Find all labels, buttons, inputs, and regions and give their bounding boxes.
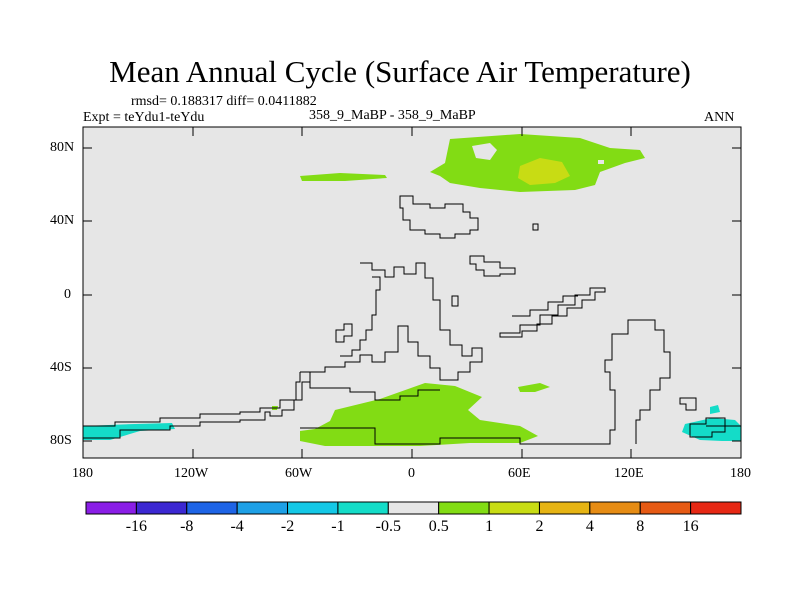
colorbar — [85, 501, 742, 515]
landmass-small-1 — [469, 255, 516, 277]
lat-label-80N: 80N — [50, 140, 75, 155]
lon-label-60W: 60W — [285, 466, 313, 481]
landmass-strip-south — [300, 371, 440, 401]
lat-label-80S: 80S — [50, 433, 72, 448]
landmass-antarctic-edge — [300, 319, 671, 445]
landmass-small-2 — [451, 295, 459, 307]
colorbar-label: -1 — [331, 518, 345, 535]
colorbar-label: -2 — [280, 518, 295, 535]
colorbar-box — [337, 501, 389, 515]
arctic-warmer-region — [518, 158, 570, 185]
lat-label-0: 0 — [64, 287, 71, 302]
lon-tick-marks — [192, 127, 632, 458]
lon-label-120E: 120E — [614, 466, 644, 481]
colorbar-label: 1 — [485, 518, 494, 535]
arctic-warm-patch-west — [300, 173, 387, 181]
colorbar-box — [287, 501, 339, 515]
landmass-east-arm — [499, 287, 606, 338]
season-label: ANN — [704, 110, 735, 125]
colorbar-box — [538, 501, 591, 515]
colorbar-label: -4 — [230, 518, 244, 535]
landmass-central-west — [83, 262, 483, 439]
arctic-holes — [472, 143, 604, 164]
colorbar-label: -16 — [125, 518, 148, 535]
landmass-small-3 — [532, 223, 539, 231]
colorbar-box — [85, 501, 137, 515]
colorbar-box — [589, 501, 641, 515]
lon-label-120W: 120W — [174, 466, 209, 481]
colorbar-label: 4 — [585, 518, 594, 535]
lat-tick-marks — [83, 147, 741, 442]
lon-label-60E: 60E — [508, 466, 531, 481]
colorbar-box — [438, 501, 490, 515]
colorbar-box — [488, 501, 540, 515]
lon-label-180-east: 180 — [730, 466, 751, 481]
colorbar-label: 2 — [535, 518, 544, 535]
landmass-east-arm-inner — [512, 295, 578, 317]
chart-title: Mean Annual Cycle (Surface Air Temperatu… — [109, 54, 691, 89]
landmass-southern — [83, 372, 301, 427]
cool-patch-east — [710, 405, 720, 414]
landmass-small-5 — [679, 397, 697, 411]
colorbar-label: 0.5 — [428, 518, 449, 535]
lat-label-40N: 40N — [50, 213, 75, 228]
colorbar-label: -0.5 — [375, 518, 401, 535]
lon-label-0: 0 — [408, 466, 415, 481]
colorbar-box — [690, 501, 742, 515]
colorbar-box — [135, 501, 188, 515]
landmass-small-4 — [335, 323, 353, 343]
lon-label-180-west: 180 — [72, 466, 93, 481]
southern-warm-region — [300, 383, 538, 446]
colorbar-label: -8 — [180, 518, 194, 535]
case-label: 358_9_MaBP - 358_9_MaBP — [309, 108, 476, 123]
landmass-northern — [399, 195, 479, 239]
colorbar-label: 8 — [636, 518, 645, 535]
colorbar-box — [186, 501, 238, 515]
landmass-central-interior — [340, 276, 381, 357]
lat-label-40S: 40S — [50, 360, 72, 375]
continent-outlines — [83, 195, 741, 445]
colorbar-label: 16 — [682, 518, 699, 535]
cool-region-west — [83, 423, 175, 440]
stats-text: rmsd= 0.188317 diff= 0.0411882 — [131, 94, 317, 109]
landmass-small-6 — [689, 417, 726, 438]
colorbar-box — [387, 501, 440, 515]
colorbar-box — [236, 501, 289, 515]
southern-warm-patch-east — [518, 383, 550, 392]
colorbar-box — [639, 501, 692, 515]
experiment-label: Expt = teYdu1-teYdu — [83, 110, 205, 125]
